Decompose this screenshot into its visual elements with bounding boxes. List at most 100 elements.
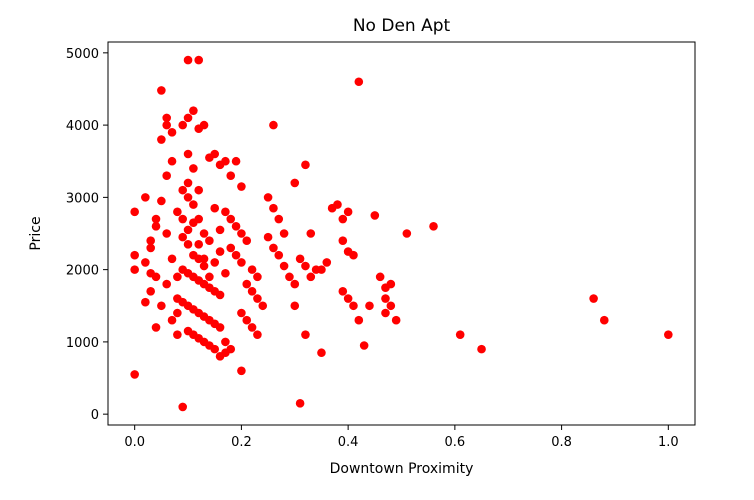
scatter-point xyxy=(301,160,310,170)
scatter-point xyxy=(237,229,246,238)
scatter-point xyxy=(429,221,438,231)
scatter-point xyxy=(194,55,204,65)
scatter-point xyxy=(194,240,204,249)
x-tick-label: 0.2 xyxy=(231,435,252,450)
scatter-point xyxy=(146,268,155,278)
scatter-point xyxy=(130,265,139,274)
scatter-point xyxy=(141,258,150,267)
scatter-point xyxy=(306,272,316,282)
scatter-point xyxy=(237,366,246,376)
scatter-point xyxy=(226,171,236,180)
scatter-point xyxy=(231,156,241,166)
scatter-point xyxy=(279,229,289,238)
scatter-point xyxy=(295,399,305,408)
scatter-point xyxy=(221,268,230,278)
x-axis-label: Downtown Proximity xyxy=(330,461,474,477)
scatter-point xyxy=(178,214,188,224)
scatter-point xyxy=(477,344,486,354)
y-tick-label: 1000 xyxy=(66,336,99,351)
scatter-point xyxy=(151,214,161,224)
scatter-point xyxy=(167,315,177,325)
scatter-point xyxy=(141,193,150,202)
x-axis-ticks: 0.0 0.2 0.4 0.6 0.8 1.0 xyxy=(124,425,679,450)
scatter-point xyxy=(146,236,155,246)
scatter-point xyxy=(381,294,390,303)
scatter-point xyxy=(242,315,252,325)
scatter-point xyxy=(226,344,236,354)
scatter-point xyxy=(157,135,166,144)
y-tick-label: 4000 xyxy=(66,119,99,134)
scatter-point xyxy=(381,308,390,318)
scatter-point xyxy=(290,178,300,188)
y-axis-ticks: 0 1000 2000 3000 4000 5000 xyxy=(66,47,108,423)
y-tick-label: 5000 xyxy=(66,47,99,62)
scatter-point xyxy=(285,272,294,282)
scatter-point xyxy=(322,258,332,267)
scatter-point xyxy=(269,203,278,213)
scatter-point xyxy=(317,348,326,358)
scatter-point xyxy=(338,287,348,296)
scatter-point xyxy=(183,149,193,159)
chart-title: No Den Apt xyxy=(353,16,451,36)
scatter-point xyxy=(215,225,225,235)
scatter-point xyxy=(178,120,188,130)
scatter-point xyxy=(247,287,257,296)
scatter-point xyxy=(167,254,177,264)
y-tick-label: 3000 xyxy=(66,191,99,206)
scatter-point xyxy=(242,236,252,246)
plot-area-frame xyxy=(107,41,696,426)
y-axis-label: Price xyxy=(28,216,44,250)
scatter-point xyxy=(151,221,161,231)
scatter-point xyxy=(130,207,139,217)
scatter-point xyxy=(183,178,193,188)
scatter-point xyxy=(343,207,353,217)
scatter-point xyxy=(189,218,198,227)
scatter-point xyxy=(263,232,273,242)
scatter-point xyxy=(455,330,465,339)
scatter-point xyxy=(253,272,262,282)
scatter-point xyxy=(178,232,188,242)
scatter-point xyxy=(183,55,193,65)
scatter-point xyxy=(247,265,257,274)
scatter-point xyxy=(231,250,241,260)
scatter-point xyxy=(391,315,401,325)
scatter-point xyxy=(253,294,262,303)
scatter-point xyxy=(226,214,236,224)
scatter-point xyxy=(354,77,364,87)
scatter-point xyxy=(221,207,230,217)
scatter-point xyxy=(274,250,284,260)
scatter-point xyxy=(215,247,225,256)
scatter-point xyxy=(221,337,230,347)
scatter-point xyxy=(221,156,230,166)
scatter-point xyxy=(263,193,273,202)
scatter-point xyxy=(349,250,358,260)
scatter-point xyxy=(589,294,598,303)
scatter-point xyxy=(189,200,198,209)
scatter-point xyxy=(290,301,300,311)
y-tick-label: 0 xyxy=(91,408,99,423)
scatter-point xyxy=(183,113,193,123)
scatter-point xyxy=(194,185,204,195)
scatter-point xyxy=(386,301,396,311)
scatter-point xyxy=(146,287,155,296)
scatter-point xyxy=(157,196,166,206)
scatter-point xyxy=(215,290,225,300)
scatter-point xyxy=(151,323,161,332)
scatter-point xyxy=(269,120,278,130)
scatter-point xyxy=(402,229,412,238)
scatter-point xyxy=(167,156,177,166)
scatter-point xyxy=(162,113,171,123)
scatter-point xyxy=(130,370,139,379)
scatter-point xyxy=(301,330,310,339)
scatter-point xyxy=(178,185,188,195)
scatter-point xyxy=(157,86,166,95)
scatter-point xyxy=(333,200,342,209)
scatter-point xyxy=(210,203,220,213)
x-tick-label: 0.8 xyxy=(551,435,572,450)
scatter-point xyxy=(311,265,321,274)
scatter-point xyxy=(370,211,380,220)
scatter-point xyxy=(189,106,198,115)
scatter-point xyxy=(215,323,225,332)
scatter-point xyxy=(279,261,289,271)
